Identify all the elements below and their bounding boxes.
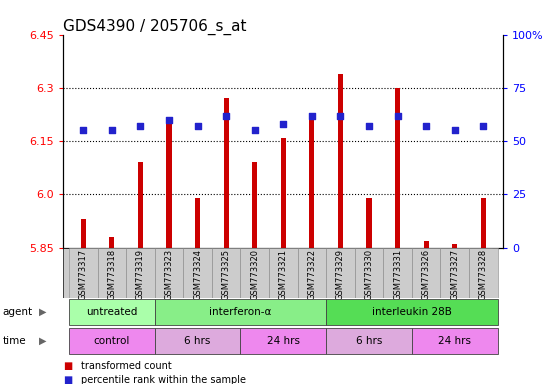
Text: GSM773331: GSM773331 <box>393 249 402 300</box>
Bar <box>469 248 498 298</box>
Text: interferon-α: interferon-α <box>209 307 272 317</box>
Bar <box>195 198 200 248</box>
Text: ▶: ▶ <box>39 336 46 346</box>
Bar <box>412 248 441 298</box>
Point <box>422 123 431 129</box>
Point <box>164 117 173 123</box>
Bar <box>452 244 457 248</box>
Bar <box>383 248 412 298</box>
Bar <box>441 248 469 298</box>
Point <box>136 123 145 129</box>
Bar <box>326 299 498 325</box>
Point <box>250 127 259 134</box>
Point <box>479 123 488 129</box>
Bar <box>355 248 383 298</box>
Text: GSM773324: GSM773324 <box>193 249 202 300</box>
Bar <box>309 116 315 248</box>
Bar <box>481 198 486 248</box>
Bar <box>69 328 155 354</box>
Text: ▶: ▶ <box>39 307 46 317</box>
Bar <box>183 248 212 298</box>
Text: GSM773329: GSM773329 <box>336 249 345 300</box>
Bar <box>69 299 155 325</box>
Point <box>365 123 373 129</box>
Bar <box>240 248 269 298</box>
Bar <box>326 328 412 354</box>
Point <box>307 113 316 119</box>
Text: GSM773318: GSM773318 <box>107 249 116 300</box>
Text: 6 hrs: 6 hrs <box>356 336 382 346</box>
Bar <box>69 248 97 298</box>
Point <box>393 113 402 119</box>
Text: 24 hrs: 24 hrs <box>267 336 300 346</box>
Text: 24 hrs: 24 hrs <box>438 336 471 346</box>
Text: GSM773330: GSM773330 <box>365 249 373 300</box>
Bar <box>223 99 229 248</box>
Text: agent: agent <box>3 307 33 317</box>
Text: GDS4390 / 205706_s_at: GDS4390 / 205706_s_at <box>63 18 247 35</box>
Text: GSM773325: GSM773325 <box>222 249 230 300</box>
Text: GSM773320: GSM773320 <box>250 249 259 300</box>
Bar <box>395 88 400 248</box>
Bar <box>126 248 155 298</box>
Bar <box>269 248 298 298</box>
Bar <box>252 162 257 248</box>
Text: GSM773321: GSM773321 <box>279 249 288 300</box>
Bar <box>212 248 240 298</box>
Point <box>222 113 230 119</box>
Bar <box>298 248 326 298</box>
Text: GSM773322: GSM773322 <box>307 249 316 300</box>
Bar <box>155 248 183 298</box>
Point <box>450 127 459 134</box>
Text: ■: ■ <box>63 361 73 371</box>
Bar <box>424 241 428 248</box>
Point <box>279 121 288 127</box>
Point <box>193 123 202 129</box>
Text: GSM773319: GSM773319 <box>136 249 145 300</box>
Text: GSM773317: GSM773317 <box>79 249 88 300</box>
Text: GSM773328: GSM773328 <box>478 249 488 300</box>
Text: time: time <box>3 336 26 346</box>
Text: GSM773327: GSM773327 <box>450 249 459 300</box>
Bar <box>326 248 355 298</box>
Bar <box>81 219 86 248</box>
Point <box>107 127 116 134</box>
Text: control: control <box>94 336 130 346</box>
Text: ■: ■ <box>63 375 73 384</box>
Text: percentile rank within the sample: percentile rank within the sample <box>81 375 246 384</box>
Point <box>79 127 87 134</box>
Text: 6 hrs: 6 hrs <box>184 336 211 346</box>
Bar <box>240 328 326 354</box>
Bar <box>138 162 143 248</box>
Bar <box>155 328 240 354</box>
Bar <box>412 328 498 354</box>
Bar <box>167 120 172 248</box>
Text: interleukin 28B: interleukin 28B <box>372 307 452 317</box>
Bar <box>280 137 286 248</box>
Bar <box>366 198 372 248</box>
Point <box>336 113 345 119</box>
Bar <box>338 74 343 248</box>
Bar <box>155 299 326 325</box>
Text: GSM773326: GSM773326 <box>422 249 431 300</box>
Text: transformed count: transformed count <box>81 361 172 371</box>
Bar <box>109 237 114 248</box>
Text: untreated: untreated <box>86 307 138 317</box>
Text: GSM773323: GSM773323 <box>164 249 173 300</box>
Bar <box>97 248 126 298</box>
